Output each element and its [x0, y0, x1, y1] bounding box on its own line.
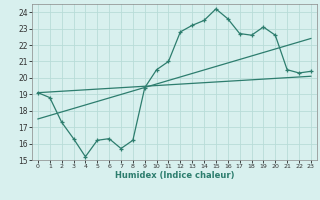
X-axis label: Humidex (Indice chaleur): Humidex (Indice chaleur): [115, 171, 234, 180]
